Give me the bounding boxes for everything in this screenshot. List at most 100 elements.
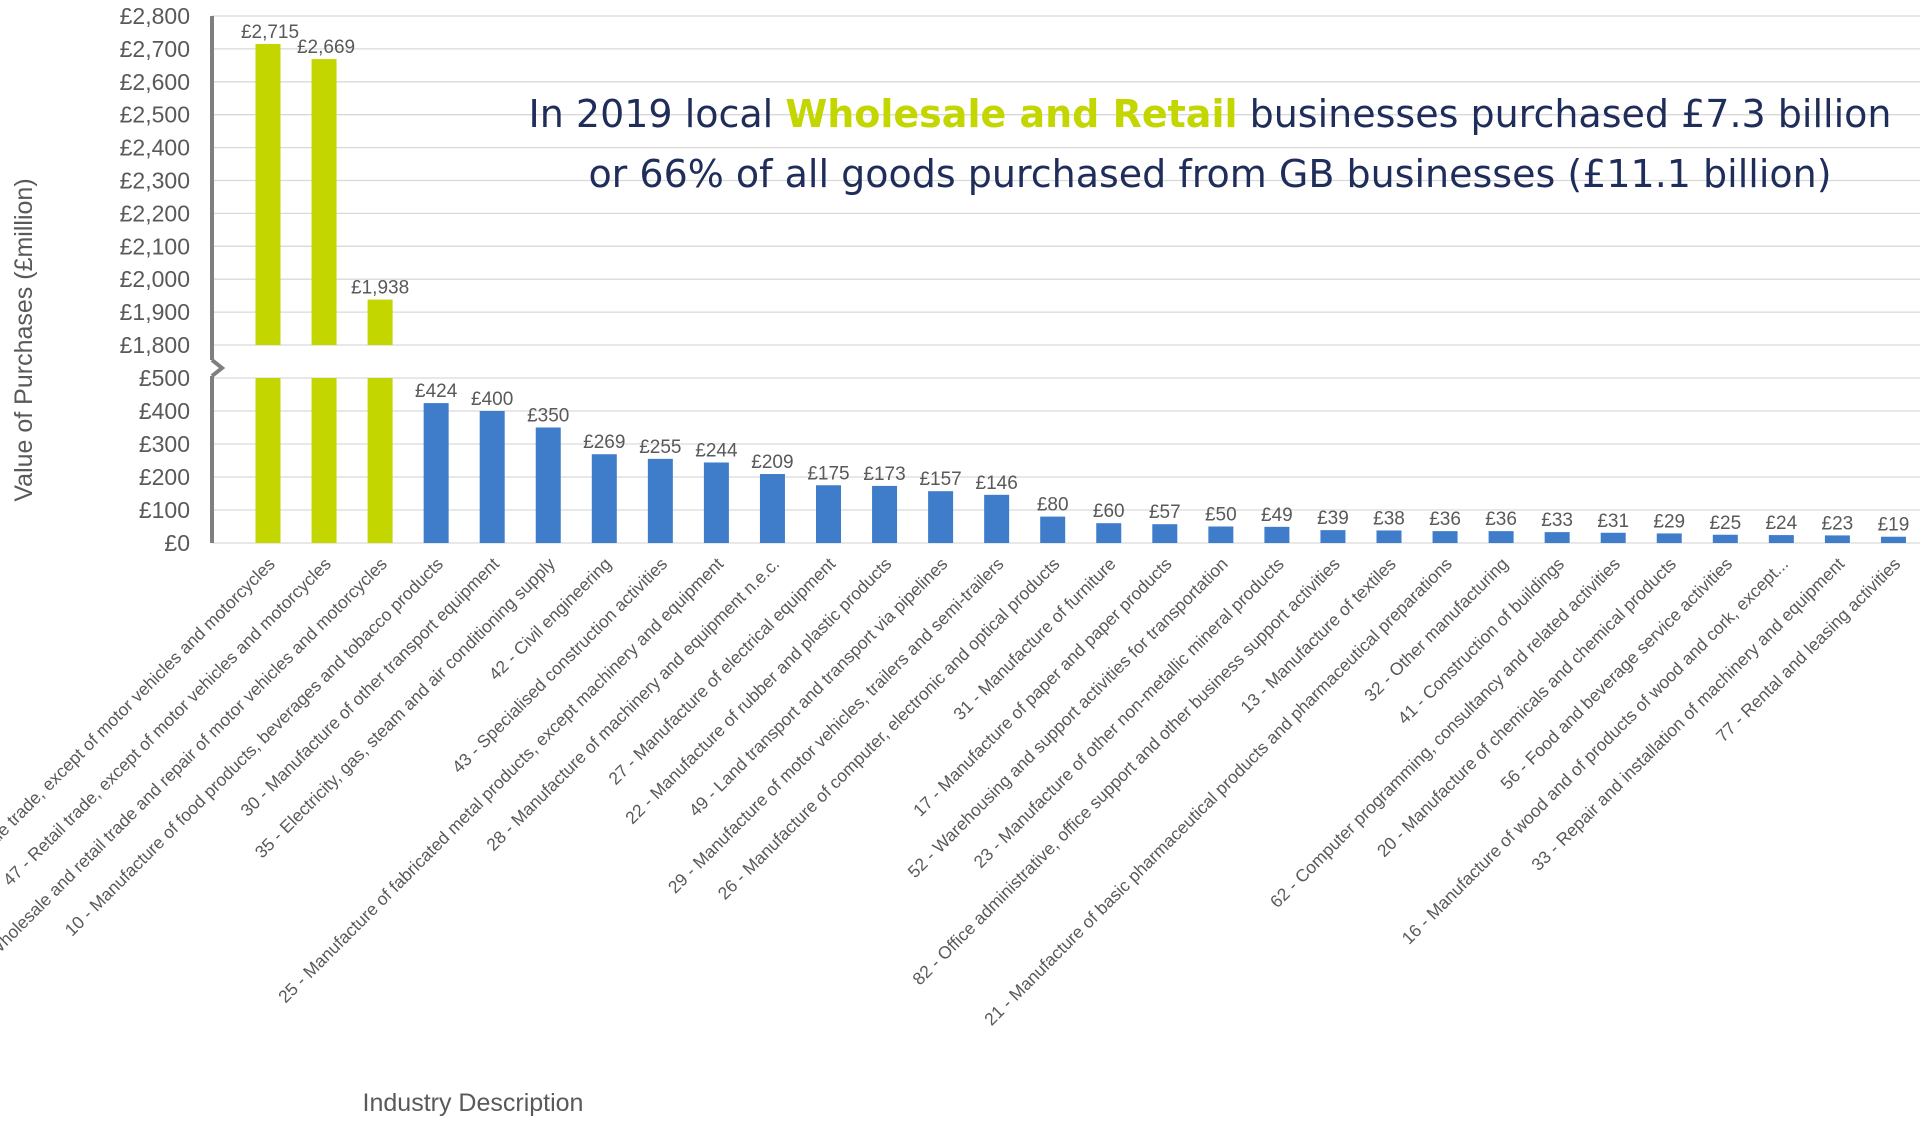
data-label: £38 <box>1373 508 1405 529</box>
y-axis-ticks: £0 £100 £200 £300 £400 £500 £1,800 £1,900 £2,000… <box>120 3 190 556</box>
bar <box>1488 531 1514 543</box>
x-axis-label: Industry Description <box>363 1089 584 1117</box>
bar <box>928 491 954 543</box>
bar-lower-segment <box>255 378 281 543</box>
bar <box>1432 531 1458 543</box>
bar <box>703 462 729 543</box>
annotation-line-2: or 66% of all goods purchased from GB bu… <box>588 152 1832 196</box>
data-label: £80 <box>1037 495 1069 516</box>
y-tick-label: £200 <box>139 464 190 490</box>
data-label: £209 <box>751 452 793 473</box>
data-label: £25 <box>1709 513 1741 534</box>
data-label: £50 <box>1205 505 1237 526</box>
data-label: £57 <box>1149 502 1181 523</box>
bar-lower-segment <box>311 378 337 543</box>
data-label: £173 <box>863 464 905 485</box>
bars <box>255 43 1906 543</box>
data-label: £255 <box>639 437 681 458</box>
data-label: £49 <box>1261 505 1293 526</box>
y-tick-label: £0 <box>164 530 190 556</box>
bar-lower-segment <box>367 378 393 543</box>
y-tick-label: £2,000 <box>120 266 190 292</box>
data-label: £269 <box>583 432 625 453</box>
bar <box>1712 534 1738 543</box>
data-label: £175 <box>807 463 849 484</box>
bar <box>535 427 561 543</box>
bar <box>423 403 449 543</box>
bar <box>1320 530 1346 543</box>
y-tick-label: £2,500 <box>120 102 190 128</box>
y-axis <box>210 16 226 543</box>
bar-upper-segment <box>255 43 281 346</box>
y-tick-label: £1,900 <box>120 299 190 325</box>
gridlines <box>212 15 1920 544</box>
bar <box>1544 532 1570 543</box>
data-label: £400 <box>471 389 513 410</box>
y-tick-label: £2,600 <box>120 69 190 95</box>
bar <box>1040 516 1066 543</box>
annotation-text-before: In 2019 local <box>528 92 786 136</box>
annotation-line-1: In 2019 local Wholesale and Retail busin… <box>520 84 1900 144</box>
axis-break-mark <box>210 358 226 378</box>
x-tick-label: 49 - Land transport and transport via pi… <box>685 554 952 821</box>
bar <box>1600 532 1626 543</box>
bar <box>1824 535 1850 543</box>
x-tick-label: 82 - Office administrative, office suppo… <box>908 554 1343 989</box>
annotation-highlight: Wholesale and Retail <box>785 92 1238 136</box>
y-tick-label: £2,700 <box>120 36 190 62</box>
bar <box>647 458 673 543</box>
bar <box>591 454 617 543</box>
data-label: £39 <box>1317 508 1349 529</box>
x-axis-labels: 46 - Wholesale trade, except of motor ve… <box>0 554 1904 1030</box>
x-tick-label: 30 - Manufacture of other transport equi… <box>236 554 503 821</box>
bar <box>984 494 1010 543</box>
bar <box>1208 526 1234 543</box>
y-tick-label: £500 <box>139 365 190 391</box>
data-label: £157 <box>919 469 961 490</box>
bar <box>1152 524 1178 543</box>
y-tick-label: £2,800 <box>120 3 190 29</box>
y-tick-label: £2,300 <box>120 168 190 194</box>
data-label: £36 <box>1485 509 1517 530</box>
data-label: £24 <box>1765 513 1797 534</box>
bar-upper-segment <box>311 59 337 345</box>
bar <box>1376 530 1402 543</box>
annotation-text-after: businesses purchased £7.3 billion <box>1237 92 1892 136</box>
x-tick-label: 17 - Manufacture of paper and paper prod… <box>909 554 1176 821</box>
data-label: £31 <box>1597 511 1629 532</box>
data-label: £2,715 <box>241 22 299 43</box>
data-label: £36 <box>1429 509 1461 530</box>
data-label: £60 <box>1093 501 1125 522</box>
y-tick-label: £2,100 <box>120 233 190 259</box>
bar <box>816 485 841 543</box>
bar <box>1096 523 1122 543</box>
data-labels: £2,715£2,669 £1,938 £424 £400 £350 £269 £255 £2… <box>241 22 1909 536</box>
x-tick-label: 22 - Manufacture of rubber and plastic p… <box>621 554 895 828</box>
y-tick-label: £1,800 <box>120 332 190 358</box>
data-label: £1,938 <box>351 278 409 299</box>
data-label: £424 <box>415 381 458 402</box>
bar <box>1656 533 1682 543</box>
bar <box>1880 536 1906 543</box>
bar <box>1264 526 1290 543</box>
chart-annotation: In 2019 local Wholesale and Retail busin… <box>520 84 1900 204</box>
data-label: £350 <box>527 406 569 427</box>
data-label: £33 <box>1541 510 1573 531</box>
y-tick-label: £2,400 <box>120 135 190 161</box>
data-label: £2,669 <box>297 37 355 58</box>
y-tick-label: £300 <box>139 431 190 457</box>
y-tick-label: £2,200 <box>120 200 190 226</box>
data-label: £19 <box>1878 515 1910 536</box>
bar <box>759 474 785 543</box>
data-label: £23 <box>1822 513 1854 534</box>
y-tick-label: £400 <box>139 398 190 424</box>
bar <box>479 411 505 543</box>
data-label: £244 <box>695 440 738 461</box>
data-label: £29 <box>1653 511 1685 532</box>
bar-upper-segment <box>367 299 393 345</box>
y-axis-label: Value of Purchases (£million) <box>10 178 38 501</box>
bar <box>1768 535 1794 543</box>
y-tick-label: £100 <box>139 497 190 523</box>
data-label: £146 <box>976 473 1018 494</box>
